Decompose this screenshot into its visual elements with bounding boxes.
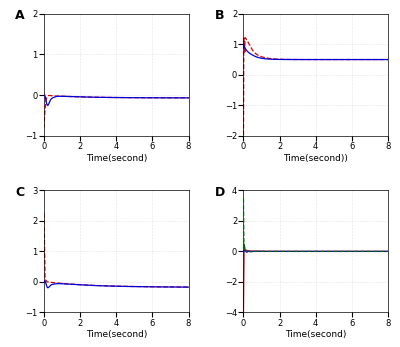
X-axis label: Time(second): Time(second) [86,154,147,163]
Text: B: B [214,9,224,22]
Text: A: A [15,9,25,22]
X-axis label: Time(second): Time(second) [285,330,346,339]
Text: D: D [214,186,225,198]
X-axis label: Time(second)): Time(second)) [283,154,348,163]
Text: C: C [15,186,24,198]
X-axis label: Time(second): Time(second) [86,330,147,339]
